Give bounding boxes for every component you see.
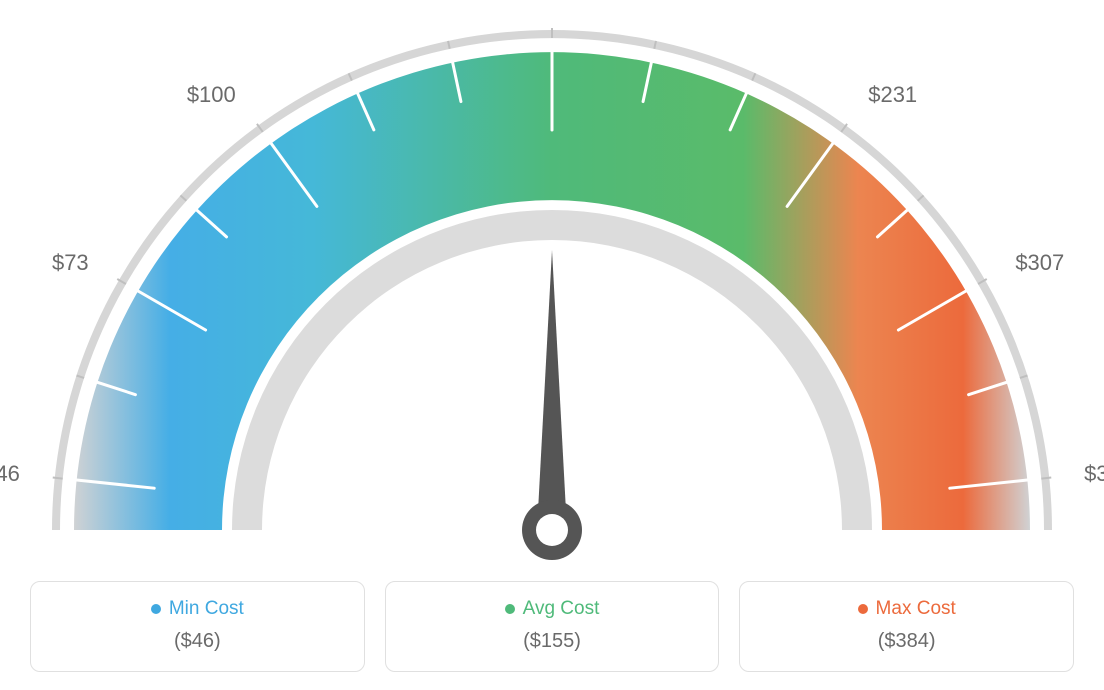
legend-value-min: ($46) bbox=[31, 630, 364, 653]
legend-value-avg: ($155) bbox=[386, 630, 719, 653]
tick-label: $384 bbox=[1084, 461, 1104, 487]
tick-label: $307 bbox=[1015, 250, 1064, 276]
tick-label: $231 bbox=[868, 82, 917, 108]
legend-row: Min Cost ($46) Avg Cost ($155) Max Cost … bbox=[30, 581, 1074, 672]
legend-dot-avg bbox=[505, 604, 515, 614]
legend-dot-min bbox=[151, 604, 161, 614]
legend-value-max: ($384) bbox=[740, 630, 1073, 653]
tick-label: $46 bbox=[0, 461, 20, 487]
legend-dot-max bbox=[858, 604, 868, 614]
gauge-svg bbox=[0, 0, 1104, 560]
legend-label-min: Min Cost bbox=[169, 598, 244, 620]
legend-card-min: Min Cost ($46) bbox=[30, 581, 365, 672]
outer-tick bbox=[53, 478, 63, 479]
legend-label-avg: Avg Cost bbox=[523, 598, 600, 620]
legend-card-max: Max Cost ($384) bbox=[739, 581, 1074, 672]
legend-label-max: Max Cost bbox=[876, 598, 956, 620]
outer-tick bbox=[1041, 478, 1051, 479]
legend-card-avg: Avg Cost ($155) bbox=[385, 581, 720, 672]
gauge-chart: $46$73$100$155$231$307$384 bbox=[0, 0, 1104, 560]
gauge-needle bbox=[537, 250, 567, 530]
needle-hub-hole bbox=[536, 514, 568, 546]
tick-label: $73 bbox=[52, 250, 89, 276]
tick-label: $100 bbox=[187, 82, 236, 108]
